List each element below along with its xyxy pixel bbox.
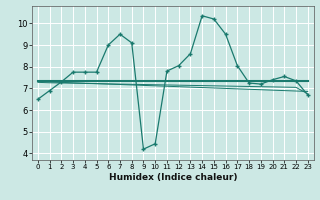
X-axis label: Humidex (Indice chaleur): Humidex (Indice chaleur) bbox=[108, 173, 237, 182]
